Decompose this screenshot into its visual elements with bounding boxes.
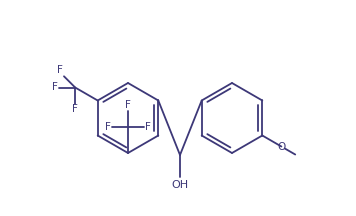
Text: F: F [125,100,131,110]
Text: OH: OH [172,180,189,190]
Text: F: F [105,122,111,132]
Text: F: F [52,83,58,92]
Text: F: F [72,105,78,114]
Text: O: O [277,141,286,151]
Text: F: F [145,122,151,132]
Text: F: F [57,65,63,75]
